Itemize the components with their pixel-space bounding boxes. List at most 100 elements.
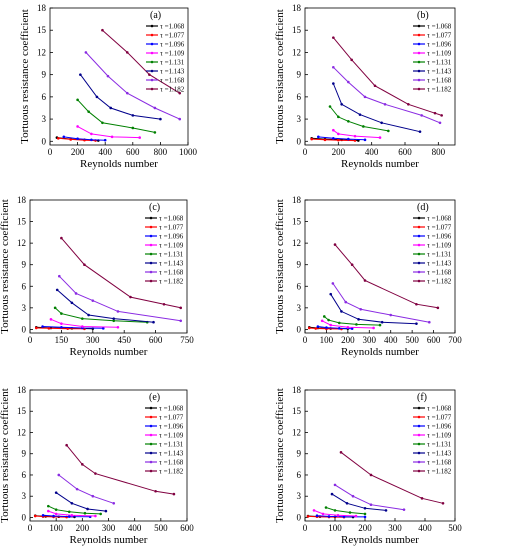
x-tick-label: 0: [303, 335, 308, 345]
x-tick-label: 600: [149, 335, 163, 345]
panel-label: (d): [417, 202, 429, 213]
x-tick-label: 0: [303, 147, 308, 157]
data-point: [83, 511, 87, 515]
legend-marker: [149, 406, 153, 410]
x-tick-label: 450: [117, 335, 131, 345]
legend-entry: τ =1.168: [160, 77, 185, 85]
y-tick-label: 12: [292, 47, 301, 57]
series-line-5: [329, 106, 389, 132]
data-point: [415, 322, 418, 325]
legend-entry: τ =1.077: [159, 414, 184, 422]
x-tick-label: 600: [427, 335, 441, 345]
data-point: [337, 321, 341, 325]
data-point: [328, 105, 332, 108]
data-point: [337, 132, 340, 136]
legend-entry: τ =1.077: [427, 32, 452, 40]
x-tick-label: 1000: [179, 147, 198, 157]
data-point: [129, 295, 132, 299]
legend-entry: τ =1.143: [427, 68, 452, 76]
y-tick-label: 6: [297, 281, 302, 291]
data-point: [60, 312, 63, 315]
x-tick-label: 400: [365, 147, 379, 157]
legend-marker: [149, 234, 153, 238]
data-point: [101, 121, 104, 125]
x-tick-label: 100: [49, 523, 63, 533]
data-point: [116, 325, 120, 329]
data-point: [387, 129, 390, 133]
data-point: [94, 514, 97, 518]
series-line-4: [333, 129, 381, 139]
legend-entry: τ =1.068: [159, 215, 184, 223]
legend-entry: τ =1.168: [159, 459, 184, 467]
data-point: [47, 509, 50, 513]
data-point: [359, 307, 363, 311]
legend-entry: τ =1.182: [427, 278, 452, 286]
data-point: [112, 501, 116, 505]
legend-marker: [417, 270, 421, 274]
series-line-2: [311, 138, 356, 142]
data-point: [333, 243, 337, 246]
panel-c: 0 150 300 450 600 750 0 3 6 9 12 15 18 Reynolds numbe…: [0, 195, 194, 358]
data-point: [33, 514, 37, 518]
x-tick-label: 100: [320, 335, 334, 345]
data-point: [179, 306, 183, 310]
legend-marker: [417, 243, 421, 247]
data-point: [159, 117, 162, 121]
data-point: [380, 121, 383, 125]
y-tick-label: 9: [297, 260, 302, 270]
data-point: [347, 120, 350, 123]
data-point: [322, 315, 326, 318]
series-line-2: [35, 515, 67, 518]
data-point: [101, 28, 104, 32]
data-point: [81, 317, 84, 320]
legend-entry: τ =1.182: [427, 86, 452, 94]
legend-entry: τ =1.143: [427, 450, 452, 458]
data-point: [329, 292, 333, 296]
data-point: [41, 514, 45, 517]
plot-frame: [304, 389, 456, 522]
data-point: [306, 515, 310, 518]
legend-entry: τ =1.096: [160, 41, 185, 49]
data-point: [407, 102, 410, 106]
legend-entry: τ =1.096: [427, 423, 452, 431]
data-point: [323, 138, 327, 142]
legend-marker: [149, 433, 153, 437]
data-point: [344, 300, 348, 304]
x-axis-title: Reynolds number: [70, 346, 148, 358]
legend-entry: τ =1.096: [427, 233, 452, 241]
y-tick-label: 6: [297, 470, 302, 480]
y-tick-label: 18: [17, 195, 27, 205]
y-tick-label: 9: [22, 449, 27, 459]
data-point: [109, 106, 113, 110]
data-point: [333, 509, 337, 512]
data-point: [60, 236, 63, 240]
series-group: [55, 28, 182, 142]
x-axis-title: Reynolds number: [70, 534, 148, 546]
y-tick-label: 3: [297, 303, 302, 313]
series-line-3: [318, 136, 366, 141]
data-point: [125, 51, 129, 54]
plot-frame: [304, 7, 456, 146]
y-tick-label: 3: [22, 303, 27, 313]
data-point: [438, 121, 442, 125]
legend-marker: [150, 60, 154, 64]
panel-b: 0 200 400 600 800 0 3 6 9 12 15 18 Reynolds number To…: [274, 3, 456, 170]
data-point: [84, 51, 88, 54]
legend-marker: [417, 424, 421, 428]
data-point: [369, 503, 373, 507]
series-group: [307, 243, 440, 331]
y-tick-label: 15: [292, 25, 302, 35]
data-point: [81, 325, 84, 328]
series-group: [34, 236, 183, 331]
legend-marker: [417, 442, 421, 446]
data-point: [433, 111, 437, 115]
series-line-7: [332, 283, 430, 323]
legend-entry: τ =1.182: [427, 468, 452, 476]
legend-entry: τ =1.109: [159, 242, 184, 250]
legend-marker: [417, 69, 421, 73]
x-tick-label: 500: [154, 523, 168, 533]
data-point: [358, 113, 362, 116]
data-point: [57, 473, 61, 477]
x-tick-label: 400: [418, 523, 432, 533]
